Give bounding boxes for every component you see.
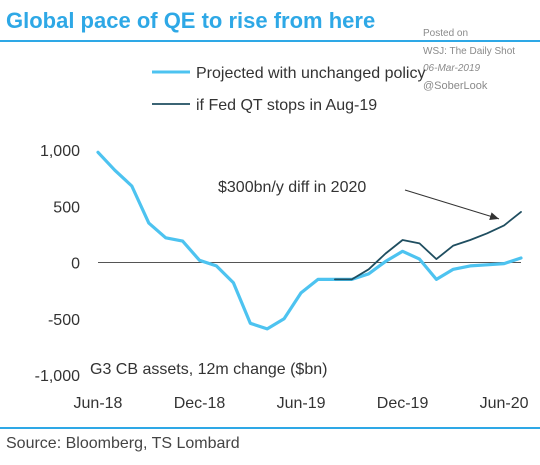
chart-title: Global pace of QE to rise from here xyxy=(6,8,376,33)
annotation-arrow-line xyxy=(404,189,500,220)
y-tick-label: -500 xyxy=(48,312,80,329)
y-axis-label: G3 CB assets, 12m change ($bn) xyxy=(90,361,327,378)
source-note: Source: Bloomberg, TS Lombard xyxy=(6,435,240,452)
chart-legend: Projected with unchanged policy if Fed Q… xyxy=(152,65,425,114)
annotation-label: $300bn/y diff in 2020 xyxy=(218,179,366,196)
x-axis: Jun-18 Dec-18 Jun-19 Dec-19 Jun-20 xyxy=(74,395,529,412)
y-tick-label: 500 xyxy=(53,199,80,216)
chart-series xyxy=(96,150,523,331)
x-tick-label: Dec-18 xyxy=(174,395,226,412)
y-tick-label: 0 xyxy=(71,256,80,273)
watermark-source: WSJ: The Daily Shot xyxy=(423,46,516,57)
series-line-projected xyxy=(96,150,523,331)
legend-label-fed-qt: if Fed QT stops in Aug-19 xyxy=(196,97,377,114)
watermark-posted-on: Posted on xyxy=(423,28,469,39)
title-underline xyxy=(0,40,540,42)
footer-rule xyxy=(0,427,540,429)
y-tick-label: -1,000 xyxy=(35,368,80,385)
annotation-arrow-head xyxy=(489,212,499,221)
y-tick-label: 1,000 xyxy=(40,143,80,160)
x-tick-label: Jun-18 xyxy=(74,395,123,412)
x-tick-label: Dec-19 xyxy=(377,395,429,412)
watermark-handle: @SoberLook xyxy=(423,80,488,92)
x-tick-label: Jun-20 xyxy=(480,395,529,412)
series-line-fed-qt xyxy=(333,210,522,281)
y-axis: 1,000 500 0 -500 -1,000 xyxy=(35,143,80,385)
watermark-date: 06-Mar-2019 xyxy=(423,63,481,74)
chart-annotation: $300bn/y diff in 2020 xyxy=(218,179,500,221)
x-tick-label: Jun-19 xyxy=(277,395,326,412)
legend-label-projected: Projected with unchanged policy xyxy=(196,65,425,82)
